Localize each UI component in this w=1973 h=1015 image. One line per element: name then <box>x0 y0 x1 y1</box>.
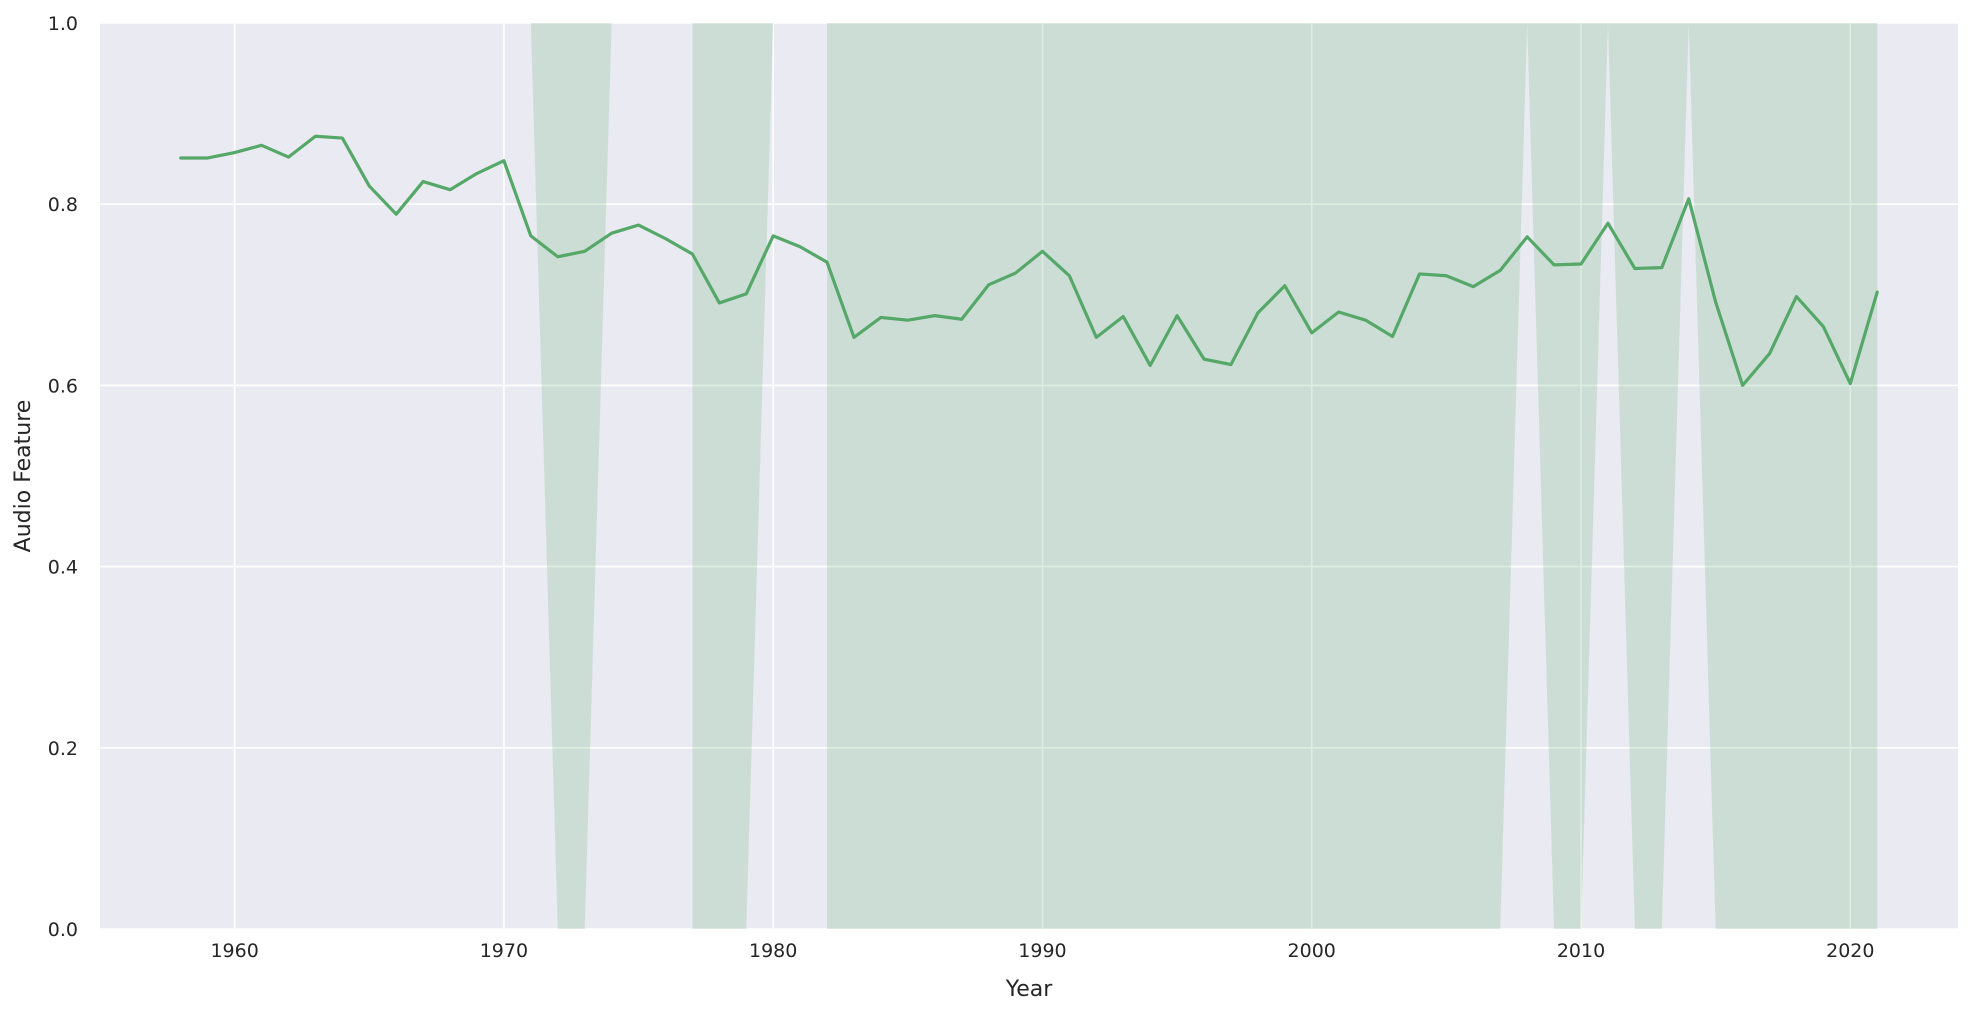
y-tick-label: 0.6 <box>48 375 78 397</box>
confidence-band-segment <box>692 23 774 929</box>
confidence-band-segment <box>827 23 1878 929</box>
x-tick-label: 1960 <box>210 940 258 962</box>
x-tick-label: 1980 <box>749 940 797 962</box>
y-tick-label: 0.4 <box>48 557 78 579</box>
x-tick-label: 1970 <box>480 940 528 962</box>
confidence-band <box>530 23 1878 929</box>
y-tick-label: 1.0 <box>48 13 78 35</box>
y-tick-label: 0.8 <box>48 194 78 216</box>
x-axis-label: Year <box>1005 977 1054 1002</box>
y-tick-label: 0.0 <box>48 919 78 941</box>
y-tick-label: 0.2 <box>48 738 78 760</box>
x-tick-label: 1990 <box>1018 940 1066 962</box>
x-tick-label: 2020 <box>1826 940 1874 962</box>
series-line <box>179 134 1879 387</box>
grid-lines <box>100 22 1958 930</box>
x-tick-label: 2000 <box>1288 940 1336 962</box>
y-axis-label: Audio Feature <box>11 400 36 553</box>
confidence-band-segment <box>530 23 612 929</box>
x-tick-label: 2010 <box>1557 940 1605 962</box>
y-tick-labels: 0.0 0.2 0.4 0.6 0.8 1.0 <box>48 13 78 941</box>
x-tick-labels: 1960 1970 1980 1990 2000 2010 2020 <box>210 940 1874 962</box>
plot-background <box>100 23 1958 929</box>
